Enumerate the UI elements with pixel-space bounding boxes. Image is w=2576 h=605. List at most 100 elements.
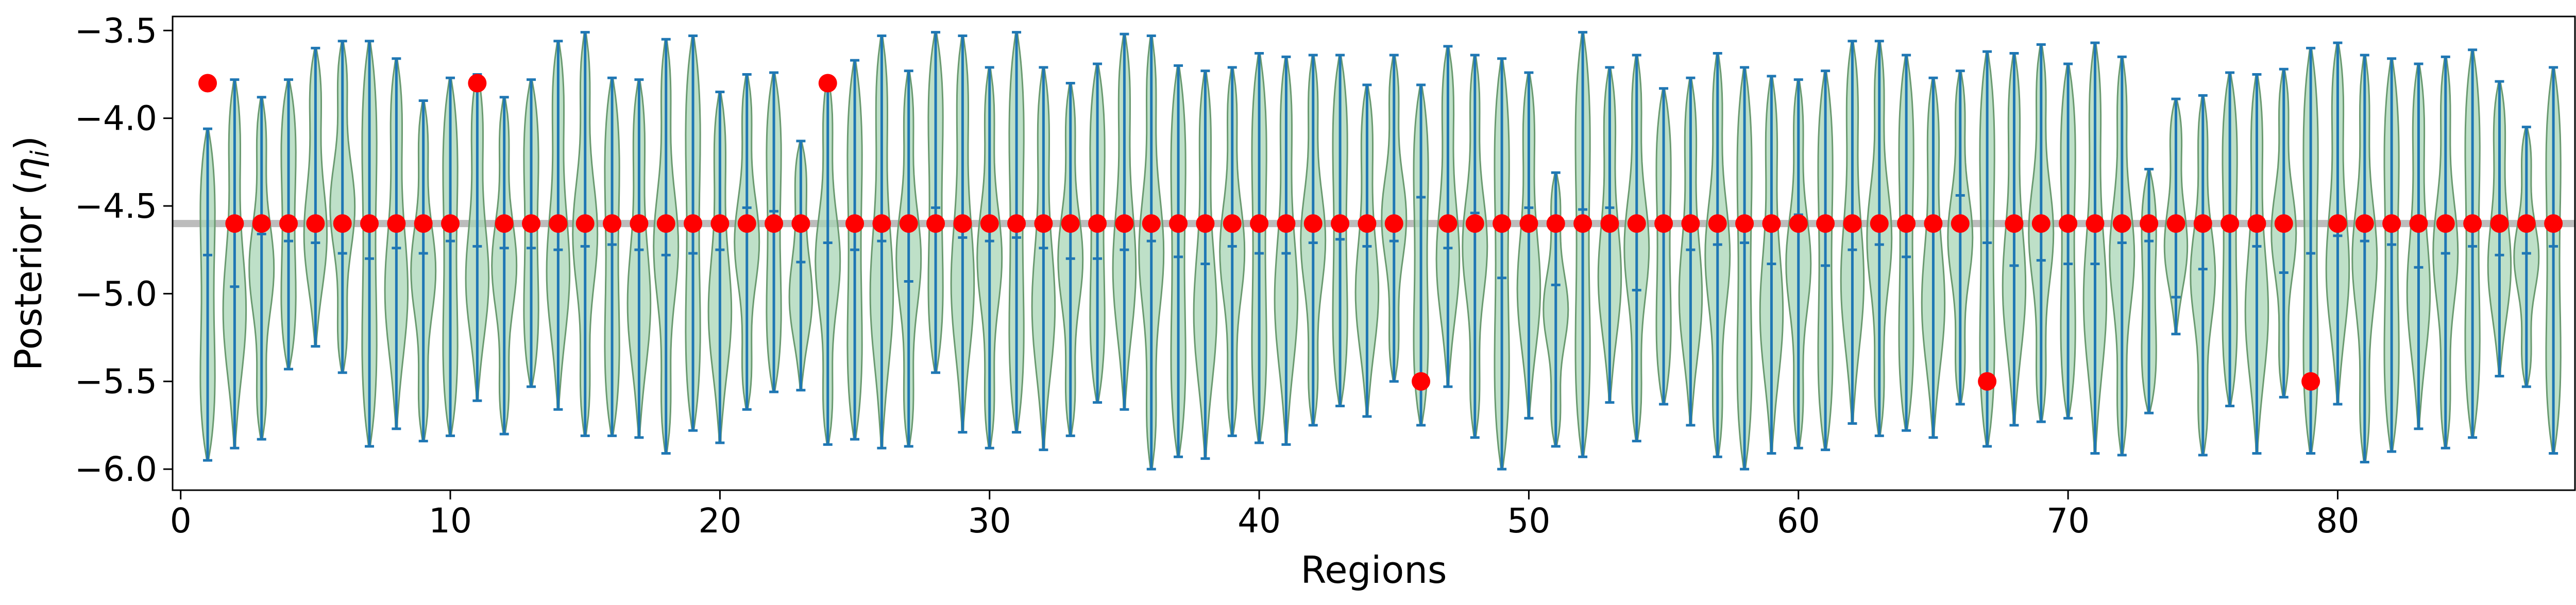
true-value-point — [737, 214, 756, 233]
violin — [815, 76, 841, 446]
true-value-point — [1358, 214, 1377, 233]
true-value-point — [2247, 214, 2266, 233]
true-value-point — [1169, 214, 1188, 233]
x-tick-label: 60 — [1777, 501, 1820, 541]
violin — [2351, 54, 2378, 463]
true-value-point — [1384, 214, 1403, 233]
true-value-point — [1951, 214, 1970, 233]
violin — [2028, 43, 2055, 423]
true-value-point — [1142, 214, 1161, 233]
true-value-point — [252, 214, 271, 233]
violin — [1947, 70, 1974, 406]
true-value-point — [1331, 214, 1350, 233]
violin — [2383, 57, 2400, 453]
true-value-point — [603, 214, 622, 233]
true-value-point — [575, 214, 595, 233]
y-tick-label: −4.5 — [75, 186, 157, 226]
true-value-point — [2328, 214, 2347, 233]
violin — [1817, 70, 1834, 452]
true-value-point — [630, 214, 649, 233]
true-value-point — [710, 214, 730, 233]
true-value-point — [225, 214, 244, 233]
violin — [523, 78, 539, 388]
violin — [410, 99, 437, 443]
true-value-point — [1708, 214, 1727, 233]
true-value-point — [872, 214, 891, 233]
true-value-point — [387, 214, 406, 233]
violin — [199, 127, 216, 462]
violin — [384, 57, 409, 430]
true-value-point — [1061, 214, 1080, 233]
true-value-point — [1277, 214, 1296, 233]
violin — [1759, 75, 1784, 455]
violin — [927, 31, 944, 374]
y-tick-label: −5.5 — [75, 362, 157, 402]
true-value-point — [2490, 214, 2509, 233]
true-value-point — [1843, 214, 1862, 233]
true-value-point — [1762, 214, 1781, 233]
y-axis-label-text: Posterior ( — [7, 181, 50, 371]
true-value-point — [2544, 214, 2563, 233]
true-value-point — [1897, 214, 1916, 233]
violin — [1516, 71, 1541, 420]
violin — [788, 140, 814, 392]
true-value-point — [765, 214, 784, 233]
true-value-point — [845, 214, 865, 233]
y-tick-label: −4.0 — [75, 99, 157, 139]
y-tick-label: −6.0 — [75, 450, 157, 489]
violin — [2141, 167, 2157, 414]
x-ticks: 0 10 20 30 40 50 60 70 80 — [170, 490, 2359, 541]
violin — [707, 91, 733, 444]
violin — [2002, 52, 2027, 427]
violin — [1193, 70, 1218, 460]
violin — [465, 73, 490, 402]
true-value-point — [1303, 214, 1323, 233]
true-value-point — [1088, 214, 1107, 233]
true-value-point — [1816, 214, 1835, 233]
violin — [2060, 62, 2076, 420]
true-value-point — [2274, 214, 2293, 233]
true-value-point — [1789, 214, 1808, 233]
violin — [280, 78, 297, 371]
true-value-point — [2031, 214, 2050, 233]
plot-frame — [172, 15, 2576, 491]
true-value-point — [899, 214, 918, 233]
x-tick-label: 50 — [1507, 501, 1550, 541]
violin — [303, 46, 328, 348]
x-tick-label: 70 — [2046, 501, 2090, 541]
violin — [442, 76, 459, 437]
violin — [1623, 54, 1650, 443]
true-value-point — [1115, 214, 1134, 233]
violin — [1219, 66, 1246, 437]
violin — [222, 78, 247, 450]
violin — [734, 73, 760, 411]
violin — [361, 40, 378, 448]
violin — [1031, 66, 1056, 452]
violin — [1170, 64, 1187, 458]
true-value-point — [1654, 214, 1673, 233]
violin — [766, 71, 782, 393]
true-value-point — [2355, 214, 2374, 233]
x-tick-label: 30 — [968, 501, 1011, 541]
violin — [1138, 34, 1165, 471]
true-value-point — [2193, 214, 2212, 233]
violin — [1597, 66, 1622, 404]
true-value-point — [1978, 372, 1997, 391]
violin — [1736, 66, 1753, 471]
true-value-point — [1465, 214, 1484, 233]
true-value-point — [1493, 214, 1512, 233]
violin — [1785, 78, 1812, 450]
x-tick-label: 20 — [698, 501, 741, 541]
y-tick-label: −5.0 — [75, 274, 157, 314]
true-value-point — [1034, 214, 1053, 233]
true-value-point — [980, 214, 999, 233]
violin — [2513, 126, 2540, 388]
true-value-point — [1223, 214, 1242, 233]
violin — [1921, 76, 1946, 439]
violin — [2270, 67, 2297, 399]
x-tick-label: 10 — [429, 501, 472, 541]
true-value-point — [656, 214, 675, 233]
true-value-point — [306, 214, 325, 233]
true-value-point — [1924, 214, 1943, 233]
